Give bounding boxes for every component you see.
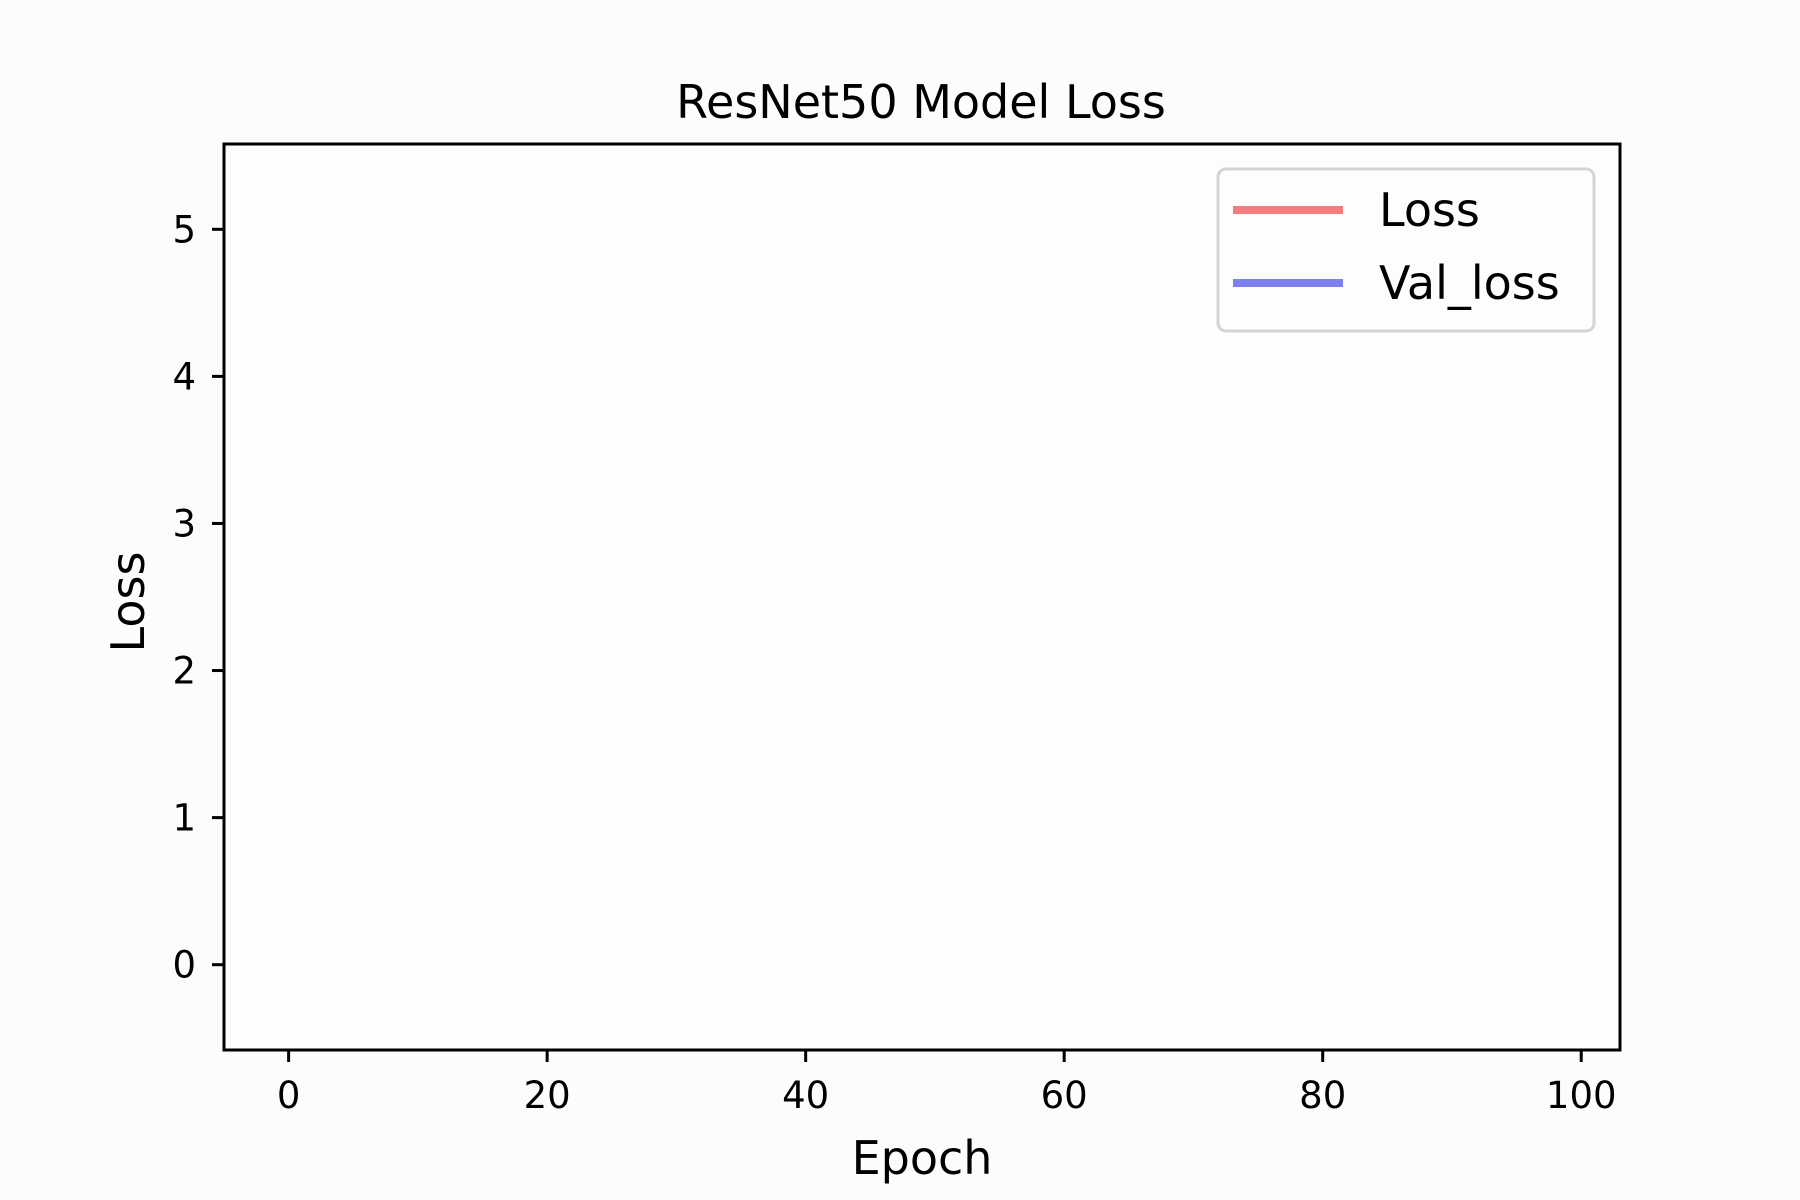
y-axis-title: Loss (101, 552, 155, 653)
plot-frame (222, 142, 1622, 1052)
x-tick-label: 20 (524, 1074, 571, 1117)
legend-label-loss: Loss (1379, 183, 1480, 237)
x-axis-title: Epoch (852, 1131, 993, 1185)
x-tick-label: 100 (1546, 1074, 1617, 1117)
x-tick-label: 60 (1041, 1074, 1088, 1117)
legend-label-val-loss: Val_loss (1379, 256, 1560, 310)
x-tick-label: 0 (277, 1074, 301, 1117)
y-tick-label: 3 (172, 502, 196, 545)
x-axis: 0 20 40 60 80 100 (277, 1050, 1617, 1117)
y-axis: 0 1 2 3 4 5 (172, 208, 224, 987)
y-tick-label: 1 (172, 797, 196, 840)
x-tick-label: 40 (782, 1074, 829, 1117)
y-tick-label: 2 (172, 650, 196, 693)
legend: Loss Val_loss (1216, 167, 1596, 333)
chart-title: ResNet50 Model Loss (676, 75, 1166, 129)
y-tick-label: 0 (172, 944, 196, 987)
y-tick-label: 5 (172, 208, 196, 251)
x-tick-label: 80 (1299, 1074, 1346, 1117)
y-tick-label: 4 (172, 355, 196, 398)
